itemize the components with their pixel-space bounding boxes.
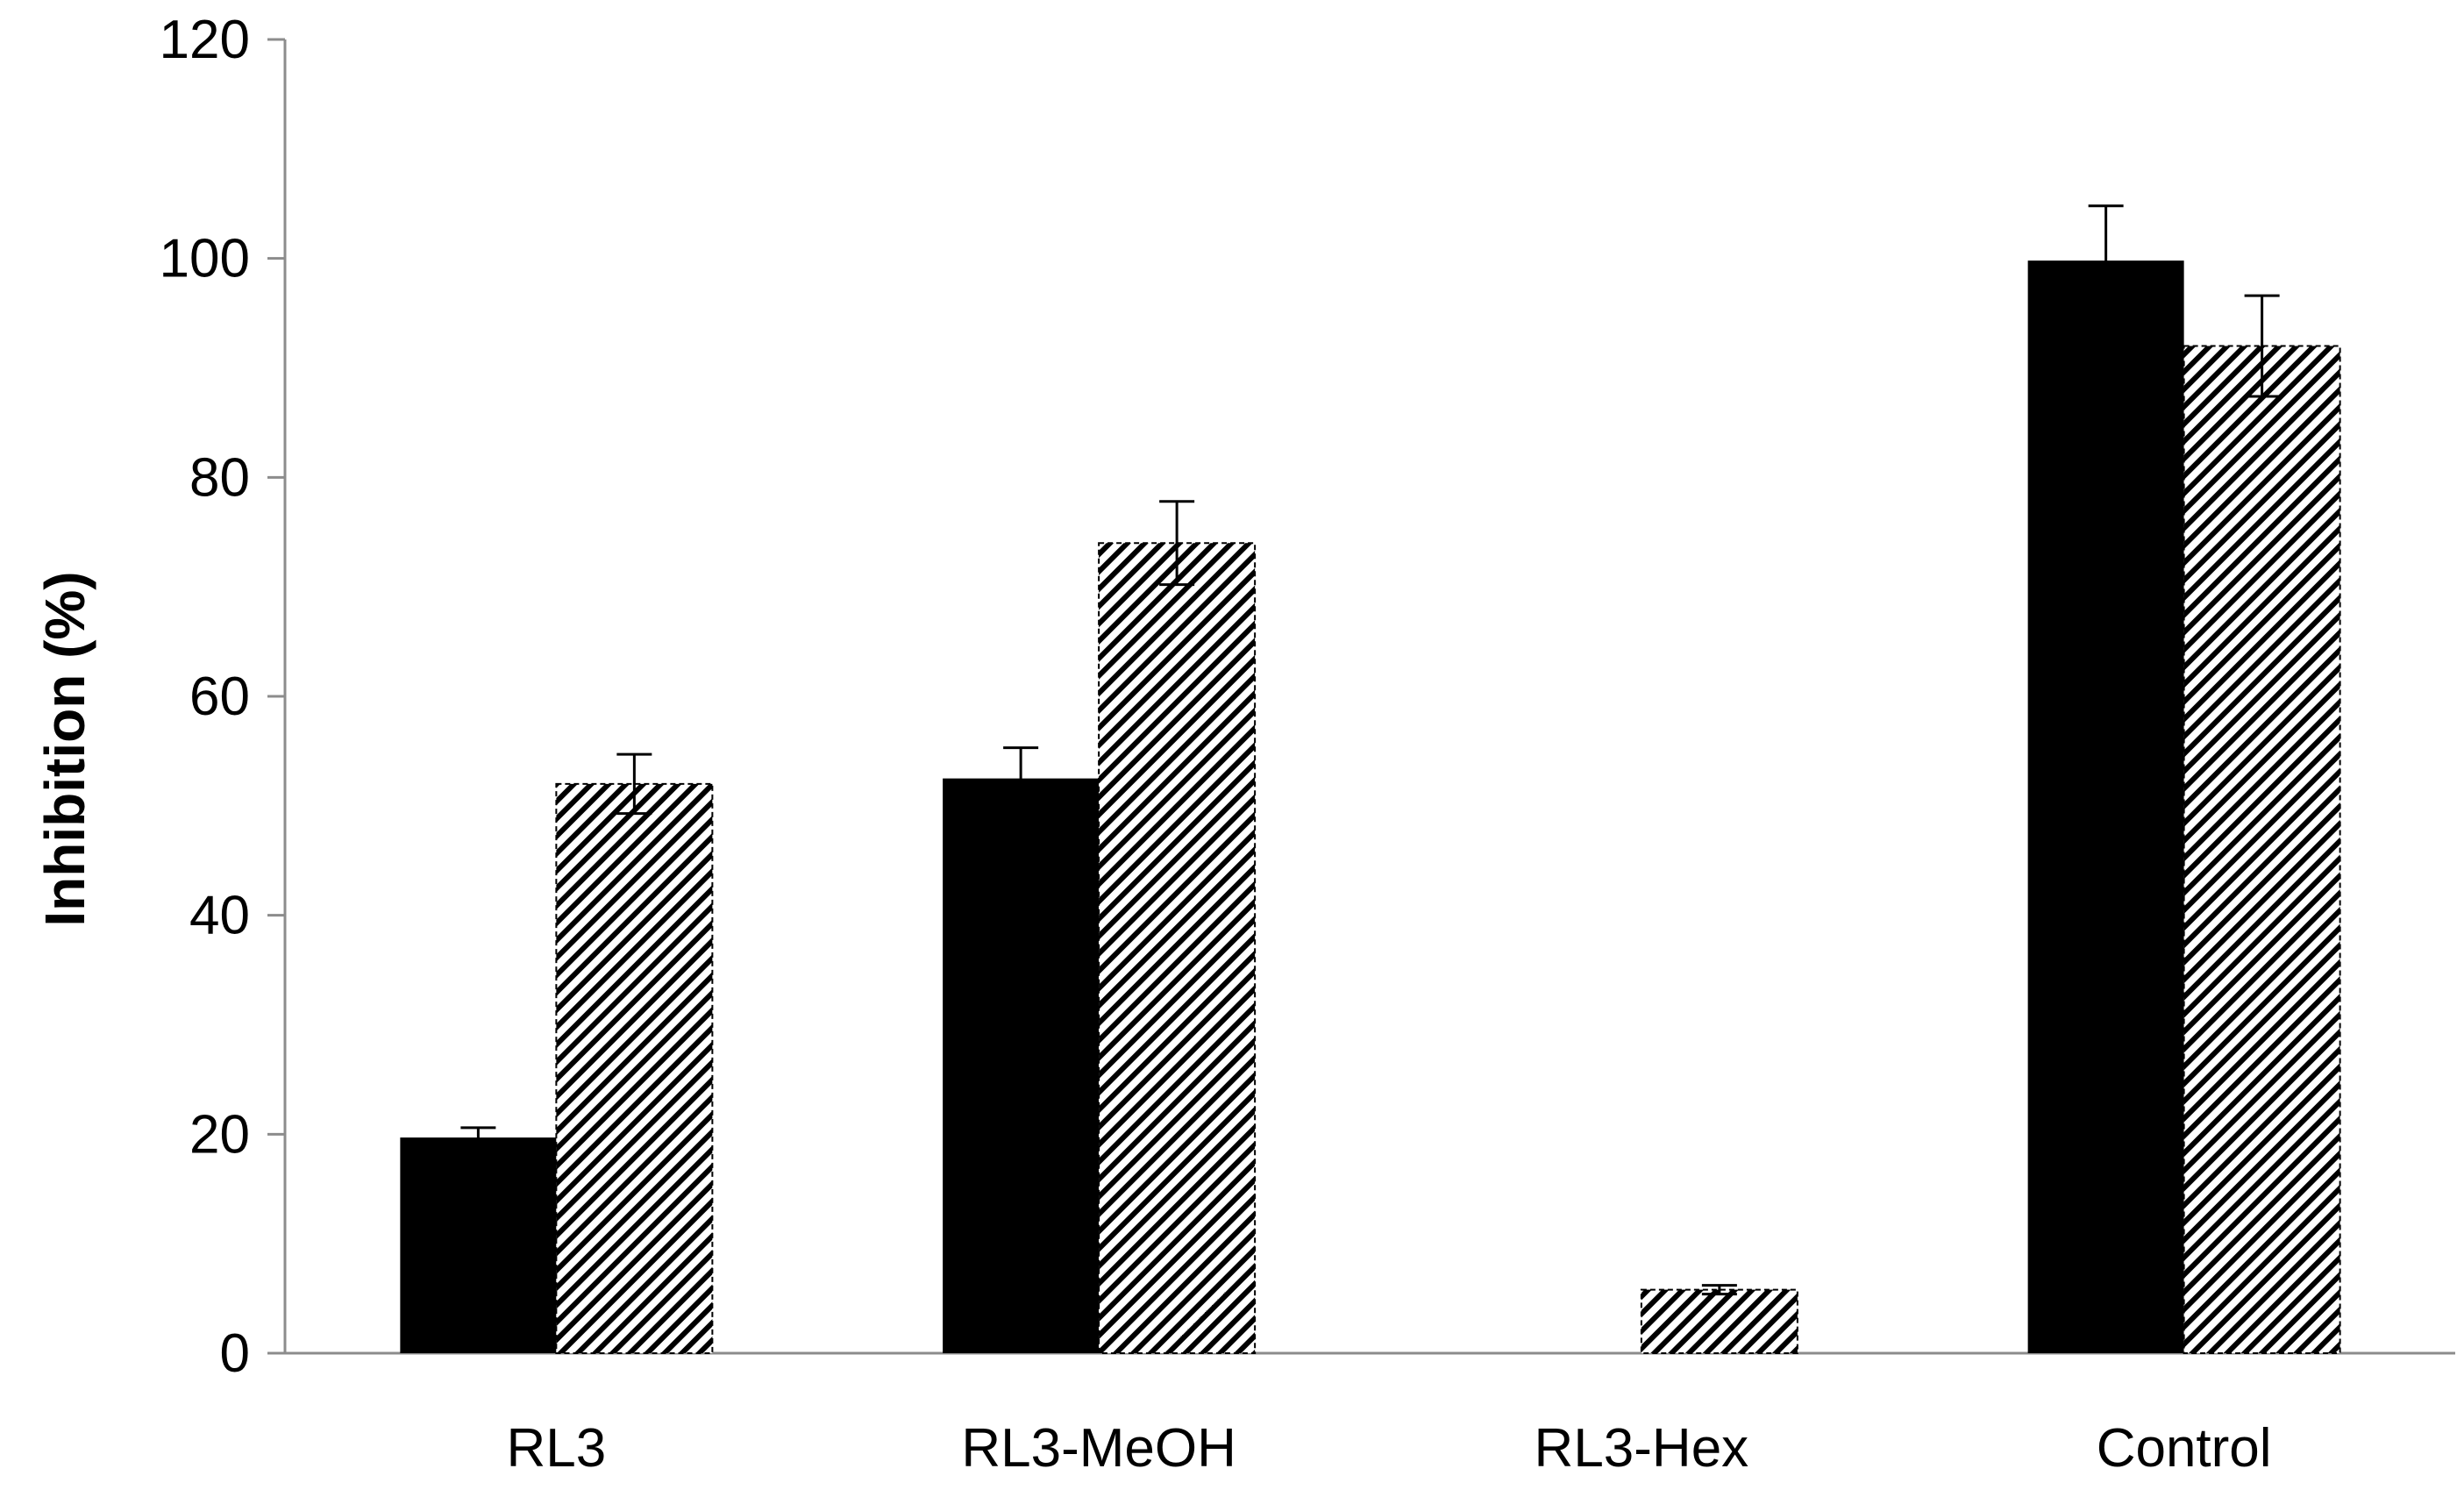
bar-2 (2183, 345, 2341, 1354)
x-category-label: RL3-Hex (1535, 1418, 1749, 1479)
bar-1 (400, 1137, 557, 1353)
x-category-label: RL3 (507, 1418, 607, 1479)
y-tick-label: 20 (189, 1104, 250, 1165)
y-axis-title: Inhibition (%) (33, 571, 96, 926)
bar-2 (1640, 1288, 1798, 1355)
bar-1 (943, 778, 1100, 1353)
y-tick-label: 60 (189, 667, 250, 727)
y-tick-label: 0 (220, 1323, 250, 1384)
y-tick-label: 100 (160, 229, 250, 289)
y-tick-label: 120 (160, 10, 250, 70)
bar-2 (555, 782, 714, 1354)
bar-2 (1098, 542, 1257, 1354)
y-tick-label: 40 (189, 886, 250, 946)
x-category-label: RL3-MeOH (961, 1418, 1236, 1479)
bar-1 (2027, 260, 2184, 1353)
x-category-label: Control (2097, 1418, 2272, 1479)
y-tick-label: 80 (189, 447, 250, 508)
